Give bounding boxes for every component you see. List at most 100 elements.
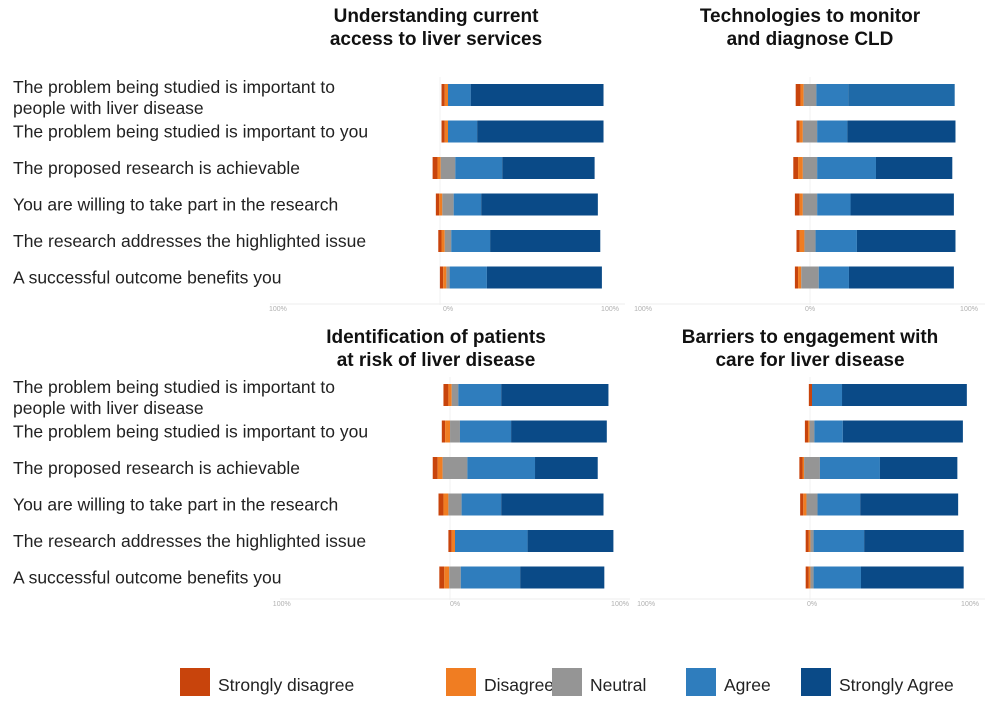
- bar-segment-strongly-agree: [527, 530, 614, 552]
- bar-segment-neutral: [802, 120, 818, 143]
- bar-segment-agree: [817, 493, 861, 516]
- bar-segment-strongly-agree: [847, 120, 956, 143]
- category-label: The problem being studied is important t…: [13, 422, 368, 442]
- bar-segment-agree: [467, 457, 536, 479]
- axis-tick-label: 100%: [611, 601, 629, 608]
- category-label: The problem being studied is important t…: [13, 122, 368, 142]
- bar-segment-disagree: [437, 457, 443, 479]
- bar-segment-neutral: [442, 457, 468, 479]
- bar-segment-agree: [455, 157, 503, 179]
- bar-segment-neutral: [806, 493, 818, 516]
- bar-segment-neutral: [810, 566, 814, 589]
- axis-tick-label: 0%: [805, 306, 815, 313]
- legend-label: Agree: [724, 675, 771, 695]
- bar-segment-strongly-disagree: [794, 193, 800, 216]
- bar-segment-neutral: [450, 420, 460, 443]
- bar-segment-disagree: [443, 493, 449, 516]
- bar-segment-disagree: [443, 266, 447, 289]
- bar-segment-strongly-agree: [535, 457, 598, 479]
- bar-segment-strongly-agree: [501, 493, 604, 516]
- bar-segment-disagree: [800, 84, 804, 106]
- legend-label: Strongly Agree: [839, 675, 954, 695]
- panel-title: Barriers to engagement with: [682, 327, 939, 348]
- bar-segment-neutral: [442, 193, 454, 216]
- bar-segment-strongly-agree: [875, 157, 953, 179]
- bar-segment-strongly-agree: [842, 420, 963, 443]
- bar-segment-neutral: [809, 420, 815, 443]
- bar-segment-disagree: [439, 193, 443, 216]
- bar-segment-strongly-disagree: [441, 84, 445, 106]
- bar-segment-agree: [817, 157, 876, 179]
- bar-segment-strongly-agree: [490, 230, 601, 252]
- panel-title: Understanding current: [334, 6, 539, 27]
- bar-segment-strongly-disagree: [438, 230, 442, 252]
- bar-segment-disagree: [798, 266, 802, 289]
- bar-segment-agree: [817, 193, 851, 216]
- bar-segment-strongly-disagree: [800, 493, 804, 516]
- bar-segment-strongly-agree: [860, 566, 964, 589]
- bar-segment-strongly-agree: [856, 230, 956, 252]
- bar-segment-strongly-agree: [470, 84, 604, 106]
- bar-segment-neutral: [448, 493, 462, 516]
- bar-segment-strongly-agree: [486, 266, 602, 289]
- bar-segment-disagree: [803, 493, 807, 516]
- bar-segment-disagree: [444, 120, 448, 143]
- bar-segment-disagree: [802, 457, 805, 479]
- axis-tick-label: 100%: [634, 306, 652, 313]
- category-label: The problem being studied is important t…: [13, 377, 335, 397]
- bar-segment-disagree: [441, 230, 445, 252]
- bar-segment-strongly-agree: [850, 193, 954, 216]
- legend-swatch-strongly-agree: [801, 668, 831, 696]
- bar-segment-disagree: [808, 530, 811, 552]
- axis-tick-label: 100%: [269, 306, 287, 313]
- bar-segment-agree: [812, 384, 843, 406]
- panel-title: Identification of patients: [326, 327, 546, 348]
- panel-title: access to liver services: [330, 29, 542, 50]
- bar-segment-neutral: [803, 84, 817, 106]
- legend-label: Disagree: [484, 675, 554, 695]
- bar-segment-strongly-agree: [879, 457, 958, 479]
- bar-segment-agree: [459, 420, 512, 443]
- bar-segment-strongly-agree: [864, 530, 964, 552]
- legend-swatch-neutral: [552, 668, 582, 696]
- bar-segment-agree: [815, 230, 857, 252]
- bar-segment-disagree: [808, 566, 811, 589]
- bar-segment-agree: [813, 530, 865, 552]
- bar-segment-strongly-agree: [848, 266, 954, 289]
- bar-segment-neutral: [802, 193, 818, 216]
- category-label: people with liver disease: [13, 398, 204, 418]
- bar-segment-strongly-disagree: [432, 157, 438, 179]
- bar-segment-strongly-disagree: [439, 266, 444, 289]
- panel-title: care for liver disease: [715, 350, 904, 371]
- bar-segment-disagree: [799, 230, 805, 252]
- bar-segment-strongly-agree: [848, 84, 955, 106]
- bar-segment-neutral: [802, 157, 818, 179]
- category-label: You are willing to take part in the rese…: [13, 495, 338, 515]
- category-label: The problem being studied is important t…: [13, 77, 335, 97]
- category-label: The research addresses the highlighted i…: [13, 231, 366, 251]
- category-label: A successful outcome benefits you: [13, 568, 281, 588]
- bar-segment-strongly-disagree: [799, 457, 803, 479]
- axis-tick-label: 100%: [960, 306, 978, 313]
- legend-swatch-disagree: [446, 668, 476, 696]
- bar-segment-strongly-disagree: [435, 193, 440, 216]
- bar-segment-agree: [819, 457, 880, 479]
- bar-segment-strongly-disagree: [796, 230, 800, 252]
- bar-segment-agree: [460, 566, 521, 589]
- bar-segment-strongly-disagree: [794, 266, 799, 289]
- bar-segment-strongly-agree: [477, 120, 604, 143]
- category-label: A successful outcome benefits you: [13, 268, 281, 288]
- bar-segment-neutral: [446, 266, 450, 289]
- category-label: The research addresses the highlighted i…: [13, 531, 366, 551]
- panel-title: and diagnose CLD: [727, 29, 894, 50]
- bar-segment-neutral: [444, 230, 452, 252]
- bar-segment-strongly-agree: [502, 157, 595, 179]
- bar-segment-agree: [448, 120, 478, 143]
- bar-segment-strongly-disagree: [441, 420, 446, 443]
- bar-segment-strongly-disagree: [808, 384, 812, 406]
- bar-segment-strongly-agree: [501, 384, 609, 406]
- bar-segment-disagree: [799, 193, 803, 216]
- bar-segment-strongly-disagree: [432, 457, 438, 479]
- bar-segment-agree: [818, 266, 849, 289]
